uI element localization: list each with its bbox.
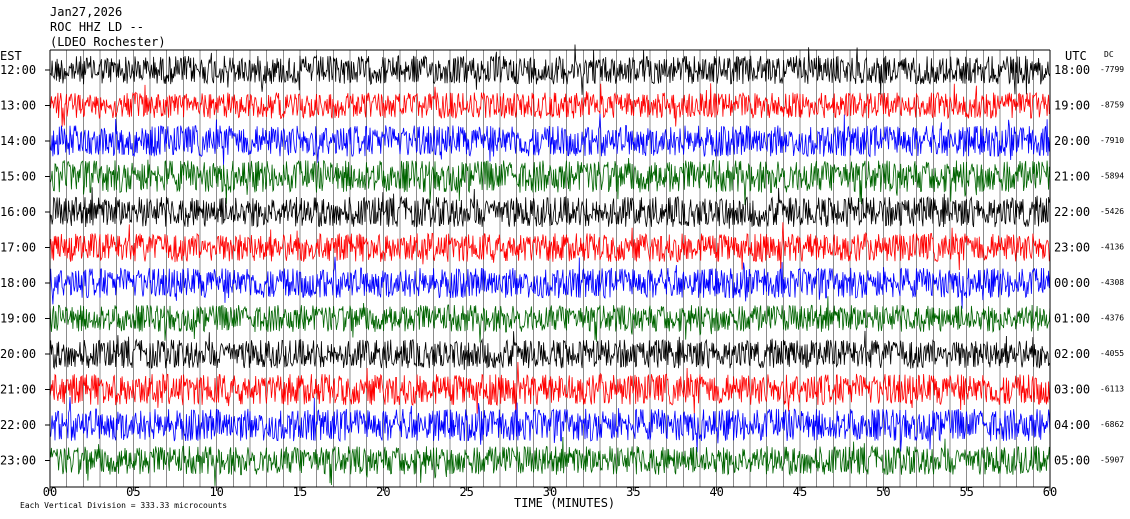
seismic-traces [49,44,1051,486]
trace-row-4 [49,157,1051,206]
trace-row-2 [49,83,1051,127]
utc-tick-label: 19:00 [1054,99,1090,113]
dc-value: -5894 [1100,172,1124,181]
x-tick-label: 10 [209,485,223,499]
est-tick-label: 12:00 [0,63,36,77]
x-tick-label: 60 [1043,485,1057,499]
dc-value: -4055 [1100,349,1124,358]
dc-value: -4308 [1100,278,1124,287]
x-tick-label: 20 [376,485,390,499]
est-tick-label: 17:00 [0,241,36,255]
utc-axis-label: UTC [1065,49,1087,63]
est-tick-label: 21:00 [0,383,36,397]
utc-tick-label: 04:00 [1054,418,1090,432]
x-tick-label: 45 [793,485,807,499]
trace-row-5 [49,187,1051,229]
x-tick-label: 25 [459,485,473,499]
est-tick-label: 20:00 [0,347,36,361]
x-tick-label: 40 [709,485,723,499]
x-tick-label: 35 [626,485,640,499]
header-location: (LDEO Rochester) [50,35,166,49]
utc-tick-label: 18:00 [1054,63,1090,77]
trace-row-9 [49,330,1051,370]
x-tick-label: 00 [43,485,57,499]
est-tick-label: 15:00 [0,170,36,184]
trace-row-6 [49,222,1051,271]
est-tick-label: 16:00 [0,205,36,219]
trace-row-3 [49,113,1051,166]
est-axis-label: EST [0,49,22,63]
utc-tick-label: 21:00 [1054,170,1090,184]
dc-value: -7910 [1100,136,1124,145]
dc-value: -8759 [1100,101,1124,110]
est-tick-label: 19:00 [0,312,36,326]
est-tick-label: 13:00 [0,99,36,113]
trace-row-1 [49,44,1051,95]
axes [45,49,1051,491]
dc-value: -6862 [1100,420,1124,429]
x-tick-label: 50 [876,485,890,499]
trace-row-8 [49,296,1051,343]
utc-tick-label: 22:00 [1054,205,1090,219]
dc-value: -4376 [1100,314,1124,323]
x-tick-label: 30 [543,485,557,499]
est-tick-label: 23:00 [0,454,36,468]
dc-value: -7799 [1100,65,1124,74]
est-tick-label: 14:00 [0,134,36,148]
trace-row-7 [49,256,1051,309]
utc-tick-label: 02:00 [1054,347,1090,361]
header-date: Jan27,2026 [50,5,122,19]
utc-tick-label: 03:00 [1054,383,1090,397]
x-axis-title: TIME (MINUTES) [514,496,615,510]
x-tick-label: 15 [293,485,307,499]
utc-tick-label: 01:00 [1054,312,1090,326]
utc-tick-label: 20:00 [1054,134,1090,148]
utc-tick-label: 23:00 [1054,241,1090,255]
utc-tick-label: 00:00 [1054,276,1090,290]
dc-value: -5907 [1100,456,1124,465]
trace-row-10 [49,361,1051,415]
dc-value: -4136 [1100,243,1124,252]
vertical-division-note: Each Vertical Division = 333.33 microcou… [20,501,227,510]
header-station: ROC HHZ LD -- [50,20,144,34]
dc-value: -5426 [1100,207,1124,216]
trace-row-11 [49,396,1051,453]
trace-row-12 [49,436,1051,486]
est-tick-label: 18:00 [0,276,36,290]
dc-value: -6113 [1100,385,1124,394]
axis-labels: 12:00 18:00 -7799 13:00 19:00 -8759 14:00 20:00… [0,63,1124,499]
x-tick-label: 05 [126,485,140,499]
dc-label: DC [1104,50,1114,59]
est-tick-label: 22:00 [0,418,36,432]
x-tick-label: 55 [959,485,973,499]
utc-tick-label: 05:00 [1054,454,1090,468]
